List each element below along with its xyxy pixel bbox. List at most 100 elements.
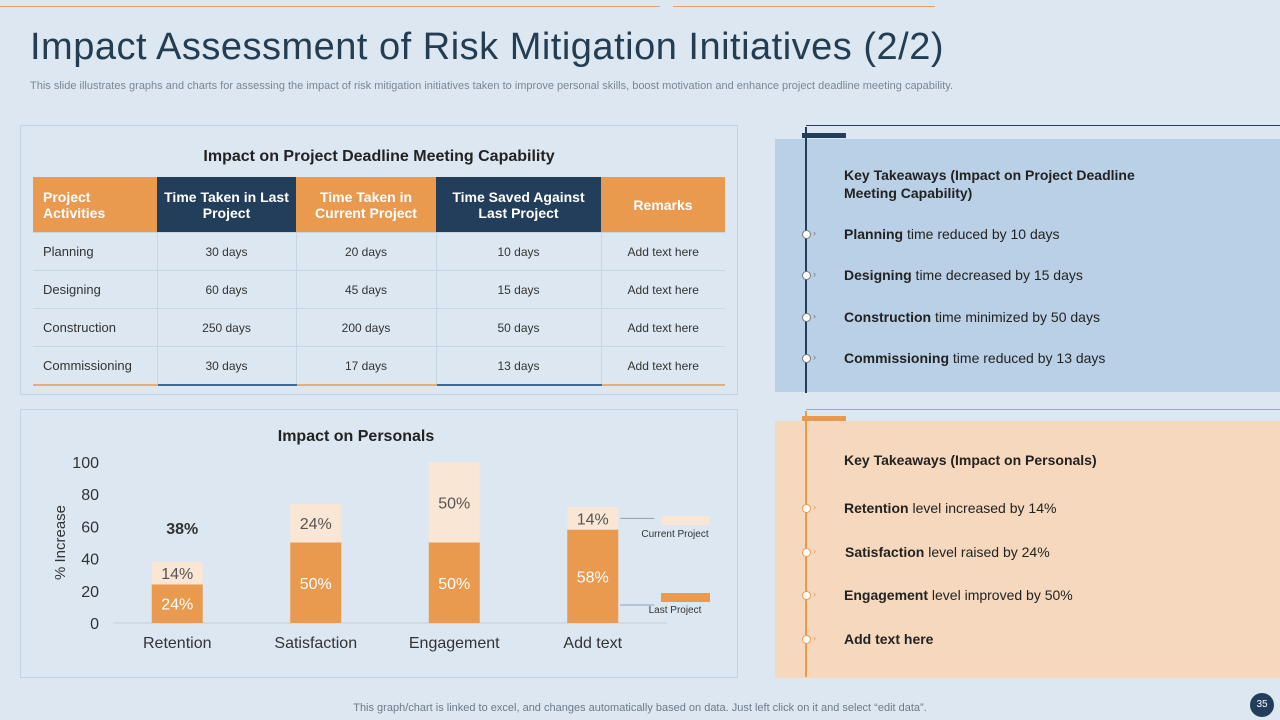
takeaway-personals-box <box>775 421 1280 678</box>
bar-last-project <box>290 542 342 623</box>
chevron-right-icon: › <box>813 311 816 321</box>
data-label-last-project: 50% <box>300 576 332 593</box>
table-cell: 30 days <box>157 232 297 271</box>
data-label-last-project: 50% <box>438 576 470 593</box>
table-row: Planning 30 days 20 days 10 days Add tex… <box>33 232 725 271</box>
takeaway-deadline-item: Designing time decreased by 15 days <box>844 267 1083 283</box>
takeaway-top-line <box>806 125 1280 126</box>
table-cell: Designing <box>33 270 158 309</box>
timeline-dot <box>802 591 811 600</box>
header-project-activities: Project Activities <box>33 177 157 233</box>
orange-accent-bar <box>802 416 846 421</box>
takeaway-deadline-item: Planning time reduced by 10 days <box>844 226 1060 242</box>
chart-y-axis-label: % Increase <box>52 505 69 580</box>
navy-accent-bar <box>802 133 846 138</box>
table-row: Commissioning 30 days 17 days 13 days Ad… <box>33 346 725 386</box>
deadline-table-panel: Impact on Project Deadline Meeting Capab… <box>20 125 738 395</box>
bar-last-project <box>567 529 619 623</box>
table-cell: Planning <box>33 232 158 271</box>
data-label-current-project: 50% <box>438 495 470 512</box>
timeline-dot <box>802 271 811 280</box>
x-tick-label: Satisfaction <box>274 635 357 652</box>
table-cell: Add text here <box>601 270 725 309</box>
bar-current-project <box>290 503 342 543</box>
timeline-dot <box>802 548 811 557</box>
table-cell: 10 days <box>436 232 602 271</box>
table-cell: 30 days <box>157 346 297 386</box>
chevron-right-icon: › <box>813 228 816 238</box>
table-cell: 60 days <box>157 270 297 309</box>
data-label-last-project: 58% <box>577 569 609 586</box>
legend-label-current: Current Project <box>641 529 708 540</box>
takeaway-personals-item: Add text here <box>844 631 934 647</box>
bar-current-project <box>151 561 203 585</box>
table-cell: Add text here <box>601 346 725 386</box>
chevron-right-icon: › <box>813 546 816 556</box>
takeaway-deadline-box <box>775 139 1280 392</box>
data-label-current-project: 14% <box>161 566 193 583</box>
bar-last-project <box>428 542 480 623</box>
table-row: Construction 250 days 200 days 50 days A… <box>33 308 725 347</box>
data-label-current-project: 14% <box>577 511 609 528</box>
y-tick-label: 20 <box>81 584 99 601</box>
top-decor-line-right <box>673 6 935 7</box>
top-decor-line-left <box>0 6 660 7</box>
table-cell: 200 days <box>296 308 437 347</box>
takeaway-deadline-heading: Key Takeaways (Impact on Project Deadlin… <box>844 167 1135 201</box>
personals-chart: Impact on Personals % Increase 0 20 40 60 80 10… <box>52 428 710 652</box>
x-tick-label: Add text <box>563 635 622 652</box>
table-cell: 17 days <box>296 346 437 386</box>
table-header-row: Project Activities Time Taken in Last Pr… <box>33 177 725 233</box>
y-tick-label: 60 <box>81 519 99 536</box>
slide-title: Impact Assessment of Risk Mitigation Ini… <box>30 26 944 68</box>
header-time-saved: Time Saved Against Last Project <box>436 177 601 233</box>
bar-current-project <box>428 462 480 543</box>
table-cell: 250 days <box>157 308 297 347</box>
table-cell: Add text here <box>601 308 725 347</box>
timeline-dot <box>802 354 811 363</box>
footer-note: This graph/chart is linked to excel, and… <box>353 702 927 714</box>
chevron-right-icon: › <box>813 502 816 512</box>
total-annotation: 38% <box>166 521 198 538</box>
x-tick-label: Engagement <box>409 635 500 652</box>
chevron-right-icon: › <box>813 589 816 599</box>
takeaway-personals-item: Engagement level improved by 50% <box>844 587 1073 603</box>
legend-swatch-current <box>661 516 710 525</box>
bar-current-project <box>567 507 619 530</box>
legend-swatch-last <box>661 593 710 602</box>
table-cell: 45 days <box>296 270 437 309</box>
table-cell: 15 days <box>436 270 602 309</box>
slide-subtitle: This slide illustrates graphs and charts… <box>30 80 954 92</box>
table-cell: 13 days <box>436 346 602 386</box>
chevron-right-icon: › <box>813 269 816 279</box>
bar-last-project <box>151 584 203 623</box>
table-row: Designing 60 days 45 days 15 days Add te… <box>33 270 725 309</box>
y-tick-label: 80 <box>81 487 99 504</box>
takeaway-personals-top-line <box>806 409 1280 410</box>
table-cell: 20 days <box>296 232 437 271</box>
chevron-right-icon: › <box>813 352 816 362</box>
data-label-current-project: 24% <box>300 516 332 533</box>
personals-chart-panel: Impact on Personals % Increase 0 20 40 60 80 10… <box>20 409 738 678</box>
timeline-dot <box>802 230 811 239</box>
takeaway-personals-heading: Key Takeaways (Impact on Personals) <box>844 452 1097 468</box>
takeaway-personals-item: Retention level increased by 14% <box>844 500 1057 516</box>
header-remarks: Remarks <box>601 177 725 233</box>
page-number: 35 <box>1250 693 1274 717</box>
timeline-dot <box>802 313 811 322</box>
table-cell: Construction <box>33 308 158 347</box>
table-cell: Add text here <box>601 232 725 271</box>
chart-title: Impact on Personals <box>278 428 435 445</box>
takeaway-personals-timeline <box>805 411 807 677</box>
y-tick-label: 0 <box>90 616 99 633</box>
chevron-right-icon: › <box>813 633 816 643</box>
y-tick-label: 40 <box>81 552 99 569</box>
header-time-current-project: Time Taken in Current Project <box>296 177 436 233</box>
timeline-dot <box>802 635 811 644</box>
deadline-table-title: Impact on Project Deadline Meeting Capab… <box>203 148 555 165</box>
takeaway-personals-item: Satisfaction level raised by 24% <box>845 544 1050 560</box>
table-cell: 50 days <box>436 308 602 347</box>
deadline-table: Project Activities Time Taken in Last Pr… <box>33 177 725 386</box>
data-label-last-project: 24% <box>161 597 193 614</box>
y-tick-label: 100 <box>72 455 99 472</box>
